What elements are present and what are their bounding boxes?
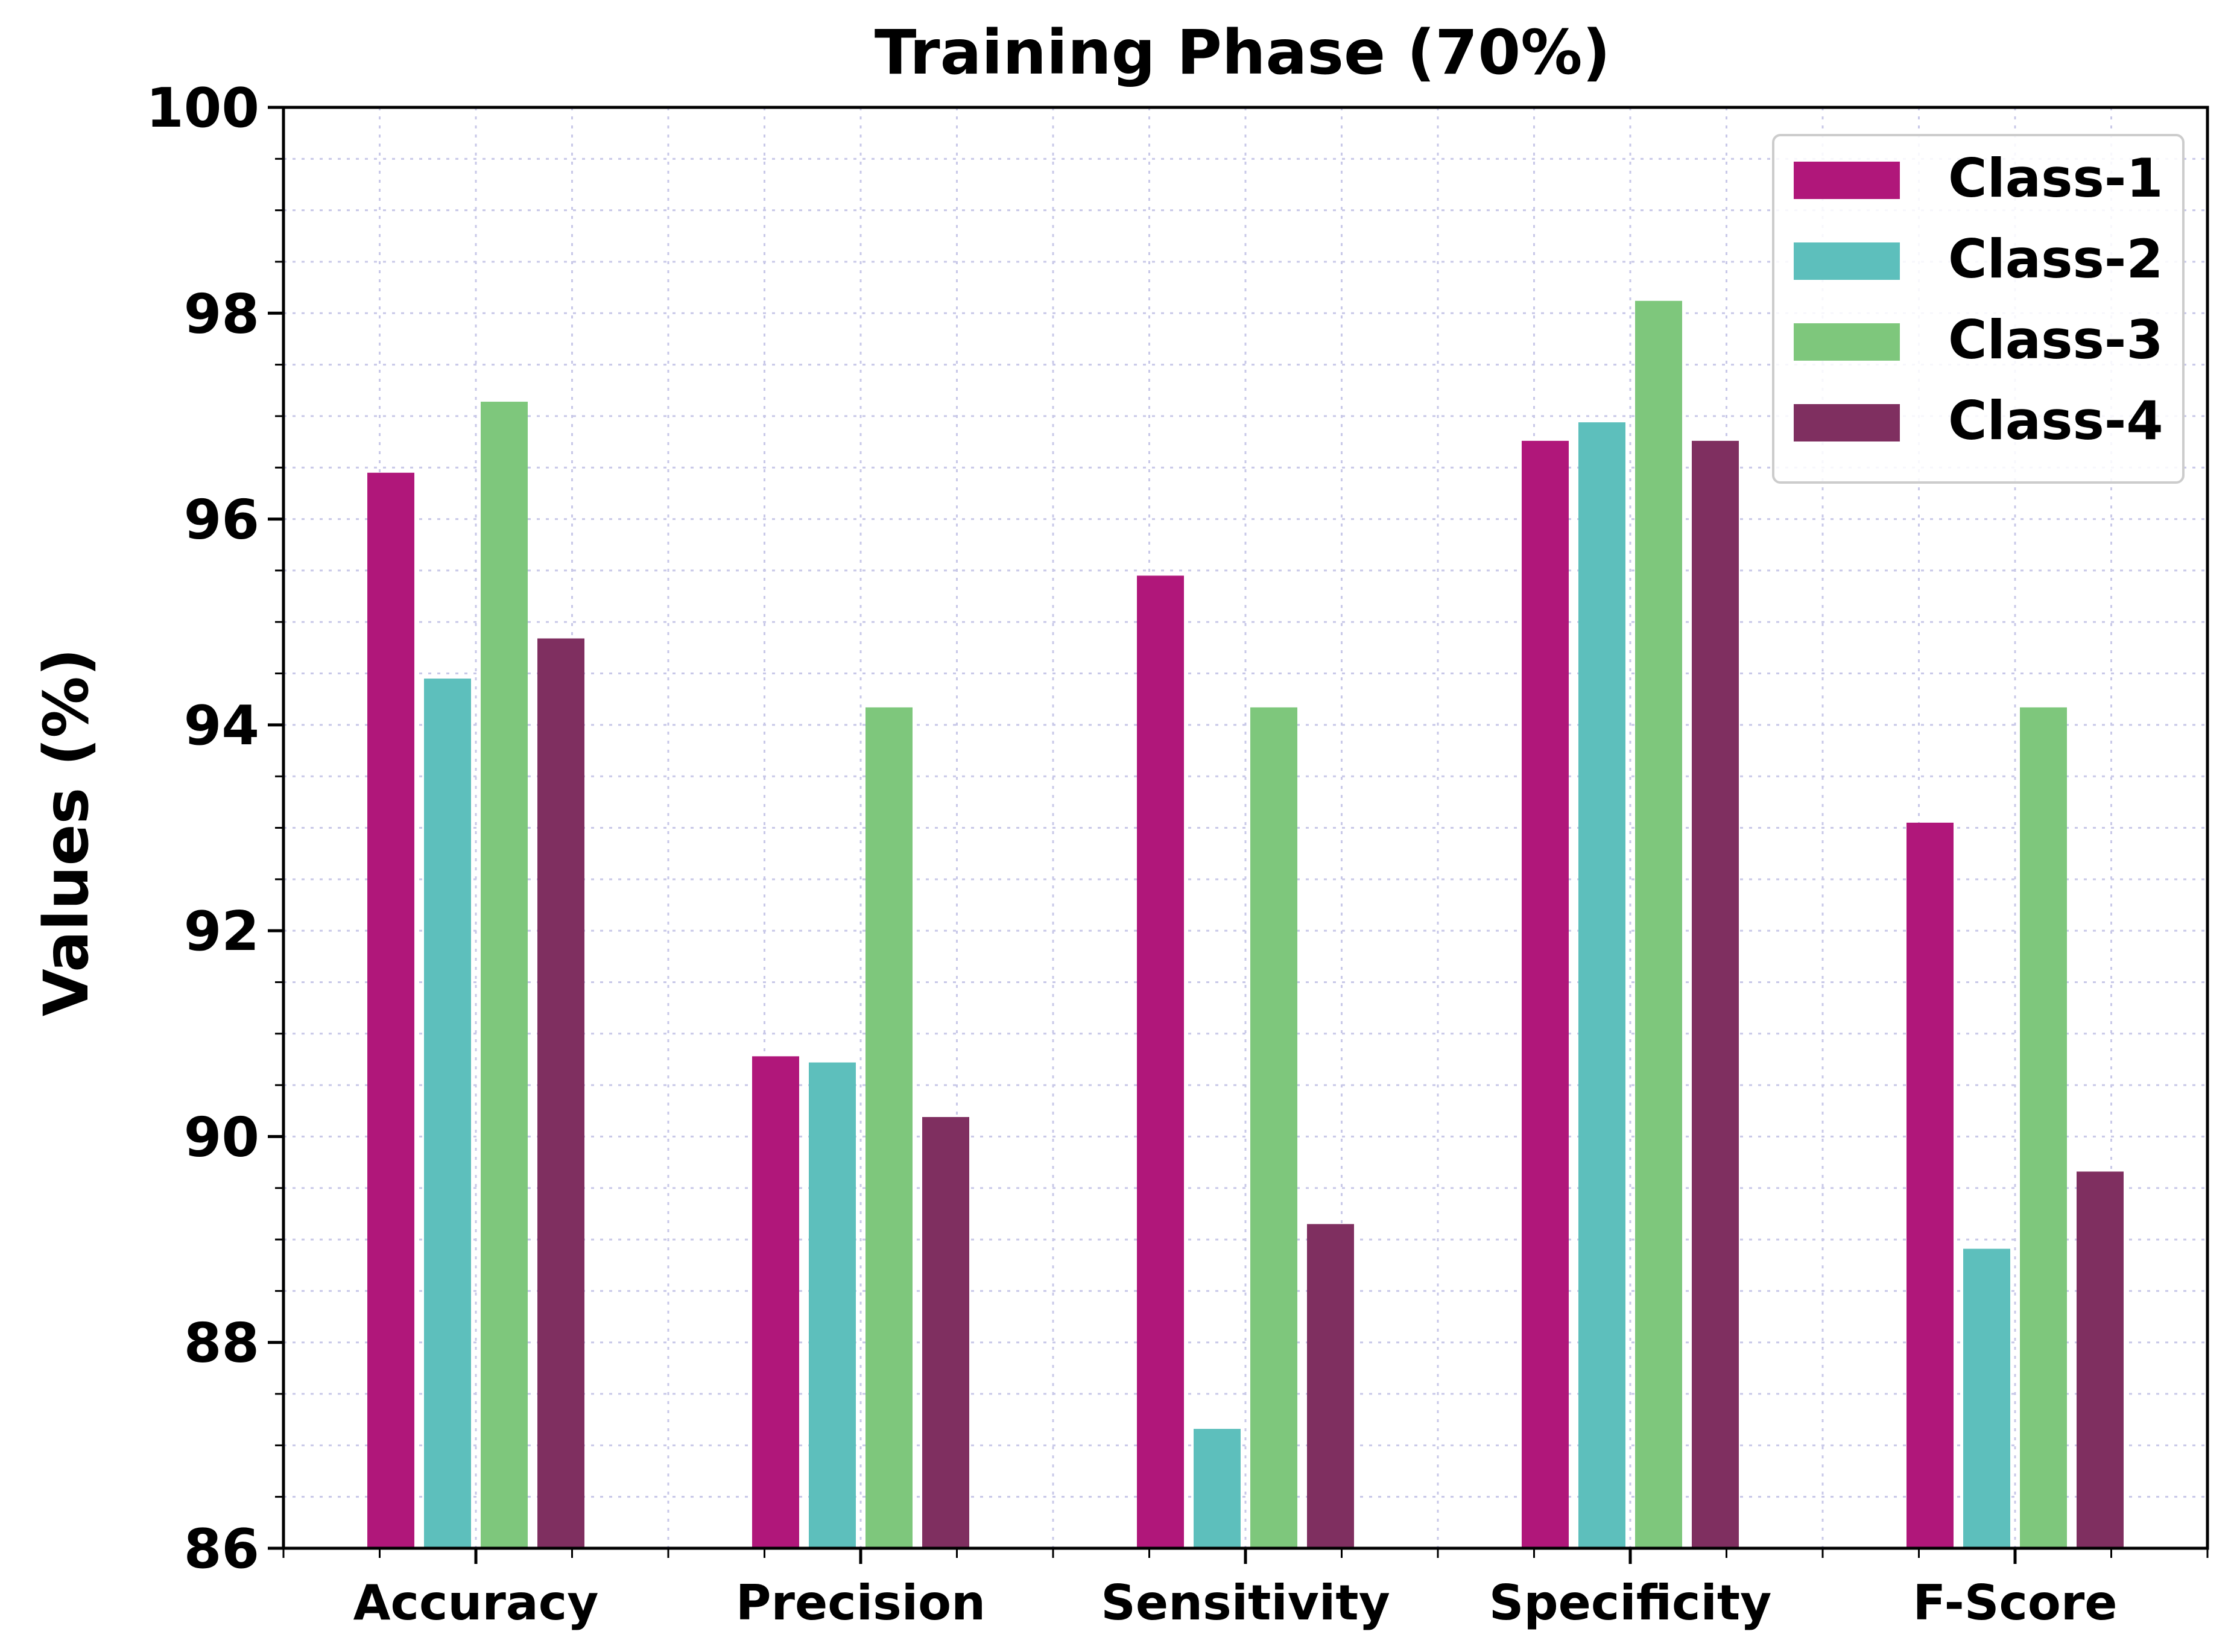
x-tick-label: Precision bbox=[736, 1575, 986, 1631]
bar-class-1-accuracy bbox=[367, 472, 414, 1548]
legend-swatch-class-4 bbox=[1794, 404, 1900, 441]
x-tick-label: Sensitivity bbox=[1101, 1575, 1390, 1631]
legend-label-class-3: Class-3 bbox=[1948, 309, 2163, 371]
legend-label-class-1: Class-1 bbox=[1948, 147, 2163, 209]
bar-class-4-f-score bbox=[2077, 1171, 2124, 1548]
bar-class-4-accuracy bbox=[537, 638, 584, 1548]
x-tick-label: Specificity bbox=[1489, 1575, 1772, 1631]
bar-class-2-accuracy bbox=[424, 679, 471, 1548]
y-tick-label: 98 bbox=[184, 282, 259, 346]
chart-title: Training Phase (70%) bbox=[875, 17, 1610, 89]
legend-label-class-4: Class-4 bbox=[1948, 390, 2163, 452]
bar-class-1-precision bbox=[752, 1056, 799, 1548]
bar-class-3-precision bbox=[865, 707, 913, 1548]
bar-class-4-sensitivity bbox=[1307, 1224, 1354, 1548]
y-axis-label: Values (%) bbox=[31, 648, 103, 1017]
y-tick-label: 86 bbox=[184, 1517, 259, 1581]
y-tick-label: 90 bbox=[184, 1106, 259, 1169]
bar-class-1-specificity bbox=[1522, 440, 1569, 1549]
bar-class-2-precision bbox=[809, 1062, 856, 1548]
bar-class-2-f-score bbox=[1963, 1248, 2010, 1548]
bar-class-3-specificity bbox=[1635, 300, 1682, 1548]
bar-class-2-specificity bbox=[1578, 422, 1625, 1548]
legend: Class-1 Class-2 Class-3 Class-4 bbox=[1772, 134, 2185, 484]
y-tick-label: 96 bbox=[184, 489, 259, 552]
bar-class-4-specificity bbox=[1692, 440, 1739, 1549]
bar-class-4-precision bbox=[922, 1117, 969, 1548]
legend-swatch-class-3 bbox=[1794, 323, 1900, 361]
bar-class-3-sensitivity bbox=[1250, 707, 1297, 1548]
y-tick-label: 94 bbox=[184, 694, 259, 758]
bar-class-1-f-score bbox=[1906, 822, 1954, 1548]
y-tick-label: 92 bbox=[184, 900, 259, 963]
bars bbox=[367, 300, 2124, 1549]
bar-class-2-sensitivity bbox=[1194, 1429, 1241, 1548]
legend-box bbox=[1772, 134, 2185, 484]
y-tick-label: 88 bbox=[184, 1312, 259, 1375]
bar-class-1-sensitivity bbox=[1137, 575, 1184, 1548]
y-tick-label: 100 bbox=[146, 77, 259, 140]
legend-swatch-class-2 bbox=[1794, 242, 1900, 280]
x-tick-label: F-Score bbox=[1913, 1575, 2117, 1631]
ticks: 86 88 90 92 94 96 98 100 Accuracy Precision Sensit… bbox=[146, 77, 2209, 1631]
x-tick-label: Accuracy bbox=[353, 1575, 599, 1631]
bar-class-3-f-score bbox=[2020, 707, 2067, 1548]
bar-class-3-accuracy bbox=[481, 402, 528, 1548]
legend-swatch-class-1 bbox=[1794, 162, 1900, 199]
legend-label-class-2: Class-2 bbox=[1948, 228, 2163, 290]
